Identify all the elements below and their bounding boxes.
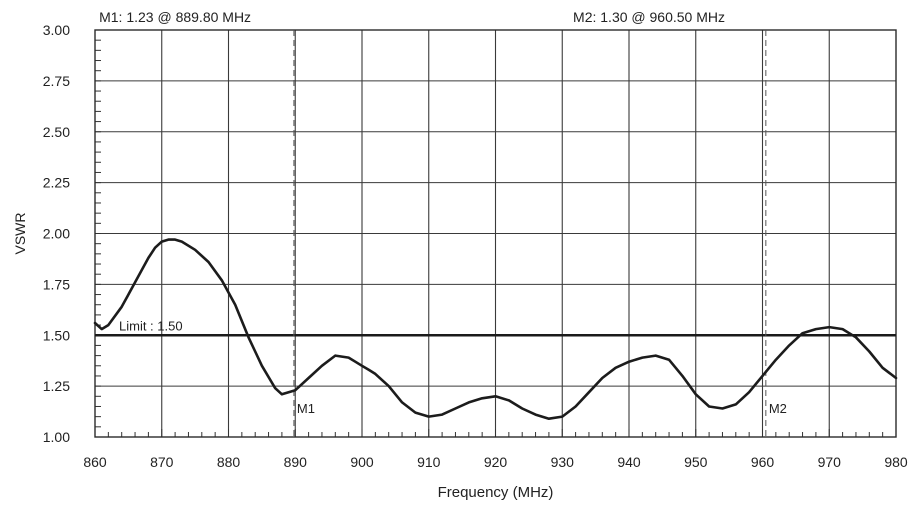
x-tick-label: 910 <box>417 454 441 470</box>
x-tick-label: 870 <box>150 454 174 470</box>
y-tick-label: 2.25 <box>43 175 70 191</box>
limit-label: Limit : 1.50 <box>119 318 183 333</box>
marker-label-m2: M2 <box>769 401 787 416</box>
y-tick-label: 2.50 <box>43 124 70 140</box>
x-tick-label: 950 <box>684 454 708 470</box>
x-tick-label: 860 <box>83 454 107 470</box>
y-tick-label: 1.50 <box>43 327 70 343</box>
x-tick-label: 960 <box>751 454 775 470</box>
y-tick-label: 3.00 <box>43 22 70 38</box>
x-tick-label: 920 <box>484 454 508 470</box>
y-tick-label: 1.75 <box>43 276 70 292</box>
x-tick-label: 970 <box>818 454 842 470</box>
plot-frame <box>94 29 897 438</box>
x-tick-label: 940 <box>617 454 641 470</box>
marker-readout-m1: M1: 1.23 @ 889.80 MHz <box>99 9 251 25</box>
x-axis-title: Frequency (MHz) <box>438 484 554 500</box>
vswr-series-line <box>93 238 898 420</box>
marker-readout-m2: M2: 1.30 @ 960.50 MHz <box>573 9 725 25</box>
y-tick-label: 2.75 <box>43 73 70 89</box>
y-tick-label: 2.00 <box>43 226 70 242</box>
x-tick-label: 930 <box>551 454 575 470</box>
y-axis-title: VSWR <box>12 213 28 255</box>
y-tick-label: 1.00 <box>43 429 70 445</box>
x-tick-label: 880 <box>217 454 241 470</box>
x-tick-label: 980 <box>884 454 908 470</box>
x-tick-label: 890 <box>284 454 308 470</box>
x-tick-label: 900 <box>350 454 374 470</box>
y-tick-label: 1.25 <box>43 378 70 394</box>
marker-label-m1: M1 <box>297 401 315 416</box>
